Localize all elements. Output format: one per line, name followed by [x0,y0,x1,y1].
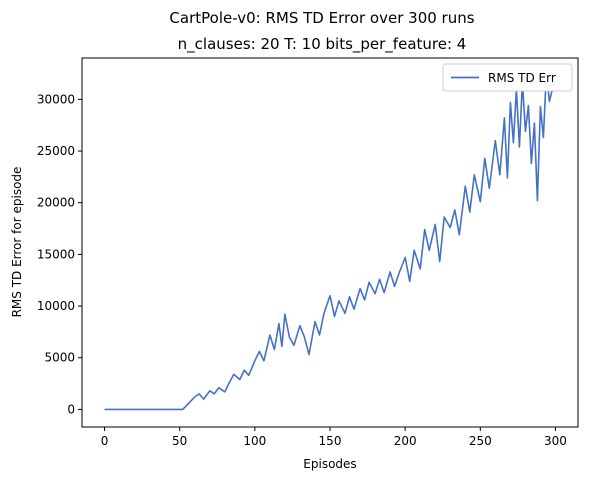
series-layer [104,70,557,411]
x-tick-label: 50 [172,434,187,448]
y-tick-label: 10000 [37,299,75,313]
legend-box [442,63,573,92]
x-tick-label: 0 [101,434,109,448]
plot-frame [81,57,579,428]
legend-label: RMS TD Err [488,71,556,85]
legend: RMS TD Err [442,63,573,92]
y-tick-label: 25000 [37,144,75,158]
chart-title: CartPole-v0: RMS TD Error over 300 runs [169,9,474,27]
y-axis-ticks: 0 5000 10000 15000 20000 25000 30000 [37,92,82,416]
x-tick-label: 200 [394,434,417,448]
plot-area [82,58,578,427]
y-tick-label: 5000 [44,351,75,365]
x-tick-label: 300 [544,434,567,448]
series-line [104,70,557,411]
y-tick-label: 15000 [37,247,75,261]
y-axis-label: RMS TD Error for episode [10,167,24,318]
y-tick-label: 20000 [37,196,75,210]
x-axis-label: Episodes [303,457,356,471]
y-tick-label: 30000 [37,92,75,106]
x-tick-label: 250 [469,434,492,448]
chart-subtitle: n_clauses: 20 T: 10 bits_per_feature: 4 [178,35,467,54]
x-tick-label: 100 [243,434,266,448]
x-axis-ticks: 0 50 100 150 200 250 300 [101,427,567,448]
x-tick-label: 150 [319,434,342,448]
y-tick-label: 0 [67,402,75,416]
